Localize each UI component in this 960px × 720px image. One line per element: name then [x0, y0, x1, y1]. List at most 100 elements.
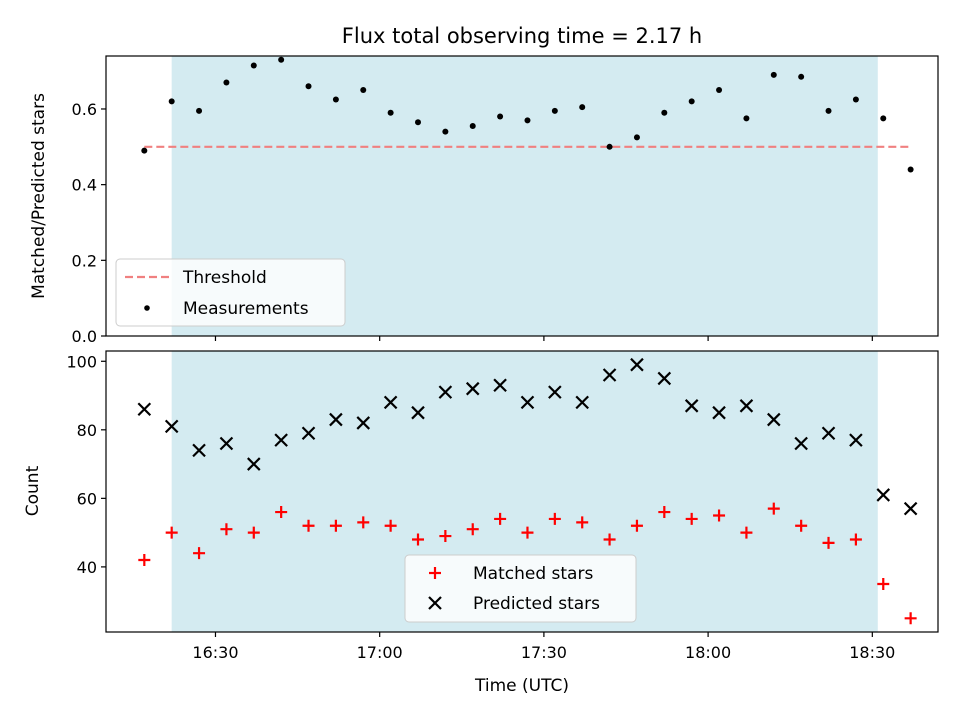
x-tick-label: 18:00 [685, 643, 731, 662]
measurements-point [852, 96, 859, 103]
matched-stars-point [685, 512, 698, 525]
matched-stars-point [740, 526, 753, 539]
panel0-y-tick-label: 0.6 [72, 100, 97, 119]
x-tick-label: 18:30 [849, 643, 895, 662]
measurements-legend-swatch [144, 305, 150, 311]
matched-stars-point [521, 526, 534, 539]
measurements-point [825, 107, 832, 114]
x-tick-label: 17:30 [521, 643, 567, 662]
panel1-y-tick-label: 60 [77, 489, 97, 508]
top-y-ticks: 0.0 0.2 0.4 0.6 [72, 100, 106, 346]
matched-stars-point [466, 523, 479, 536]
measurements-point [606, 143, 613, 150]
matched-stars-point [603, 533, 616, 546]
predicted-stars-point [739, 399, 754, 413]
predicted-stars-point [849, 433, 863, 447]
threshold-legend-label: Threshold [182, 268, 267, 288]
predicted-stars-point [247, 457, 261, 471]
predicted-stars-point [548, 385, 562, 399]
measurements-point [579, 104, 586, 111]
bottom-legend-box [404, 554, 637, 623]
top-legend-box [115, 258, 346, 327]
matched-stars-point [165, 526, 178, 539]
measurements-legend-label: Measurements [183, 299, 309, 319]
chart-title: Flux total observing time = 2.17 h [342, 24, 702, 48]
matched-stars-point [384, 519, 397, 532]
panel1-y-tick-label: 80 [77, 421, 97, 440]
measurements-point [688, 98, 695, 105]
bottom-panel: 40 60 80 100 16:30 17:00 17:30 18:00 18:30 Coun… [23, 350, 939, 696]
bottom-marks [137, 357, 918, 625]
predicted-stars-legend-label: Predicted stars [473, 594, 600, 614]
matched-stars-point [193, 547, 206, 560]
matched-stars-point [548, 512, 561, 525]
measurements-point [633, 134, 640, 141]
measurements-point [223, 79, 230, 86]
predicted-stars-point [164, 419, 179, 434]
matched-stars-point [630, 519, 643, 532]
predicted-stars-legend-swatch [428, 596, 442, 610]
predicted-stars-point [329, 412, 343, 427]
predicted-stars-point [630, 357, 644, 372]
predicted-stars-point [520, 395, 535, 410]
predicted-stars-point [903, 501, 918, 516]
measurements-point [360, 87, 367, 94]
top-panel: 0.0 0.2 0.4 0.6 Matched/Predicted stars Thr… [29, 55, 939, 346]
measurements-point [907, 166, 914, 173]
predicted-stars-point [602, 368, 617, 382]
matched-stars-point [767, 502, 780, 515]
predicted-stars-point [493, 378, 507, 393]
predicted-stars-point [219, 436, 234, 451]
measurements-point [278, 56, 285, 63]
measurements-point [743, 115, 750, 122]
predicted-stars-point [876, 488, 891, 502]
predicted-stars-point [821, 426, 836, 441]
matched-stars-point [220, 523, 233, 536]
x-tick-label: 17:00 [357, 643, 403, 662]
predicted-stars-point [712, 405, 726, 420]
predicted-stars-point [274, 433, 288, 447]
predicted-stars-point [684, 399, 699, 413]
matched-stars-legend-label: Matched stars [473, 564, 593, 584]
matched-stars-legend-swatch [429, 567, 441, 579]
matched-stars-point [713, 509, 726, 522]
matched-stars-point [357, 516, 370, 529]
matched-stars-point [138, 554, 151, 567]
measurements-point [196, 107, 203, 114]
bottom-legend: Matched stars Predicted stars [404, 554, 637, 623]
matched-stars-point [494, 512, 507, 525]
predicted-stars-point [794, 436, 808, 451]
panel0-y-tick-label: 0.0 [72, 327, 97, 346]
matched-stars-point [877, 578, 890, 591]
matched-stars-point [247, 526, 260, 539]
panel0-y-tick-label: 0.4 [72, 176, 97, 195]
measurements-point [305, 83, 312, 90]
bottom-y-ticks: 40 60 80 100 [66, 352, 106, 577]
x-tick-label: 16:30 [192, 643, 238, 662]
panel0-y-tick-label: 0.2 [72, 251, 97, 270]
top-legend: Threshold Measurements [115, 258, 346, 327]
matched-stars-point [904, 612, 917, 625]
measurements-point [168, 98, 175, 105]
matched-stars-point [849, 533, 862, 546]
measurements-point [387, 109, 394, 116]
matched-stars-point [795, 519, 808, 532]
bottom-axes-frame [105, 350, 939, 633]
measurements-point [250, 62, 257, 69]
x-axis-label: Time (UTC) [474, 676, 569, 696]
predicted-stars-point [356, 416, 371, 430]
predicted-stars-point [575, 395, 589, 410]
matched-stars-point [658, 506, 671, 519]
panel1-y-tick-label: 40 [77, 558, 97, 577]
predicted-stars-point [657, 371, 672, 386]
measurements-point [497, 113, 504, 120]
bottom-y-axis-label: Count [23, 465, 43, 516]
matched-stars-point [329, 519, 342, 532]
top-marks [141, 56, 914, 173]
measurements-point [798, 73, 805, 80]
predicted-stars-point [192, 443, 206, 458]
matched-stars-point [412, 533, 424, 546]
matched-stars-point [822, 536, 835, 549]
matched-stars-point [439, 530, 452, 543]
